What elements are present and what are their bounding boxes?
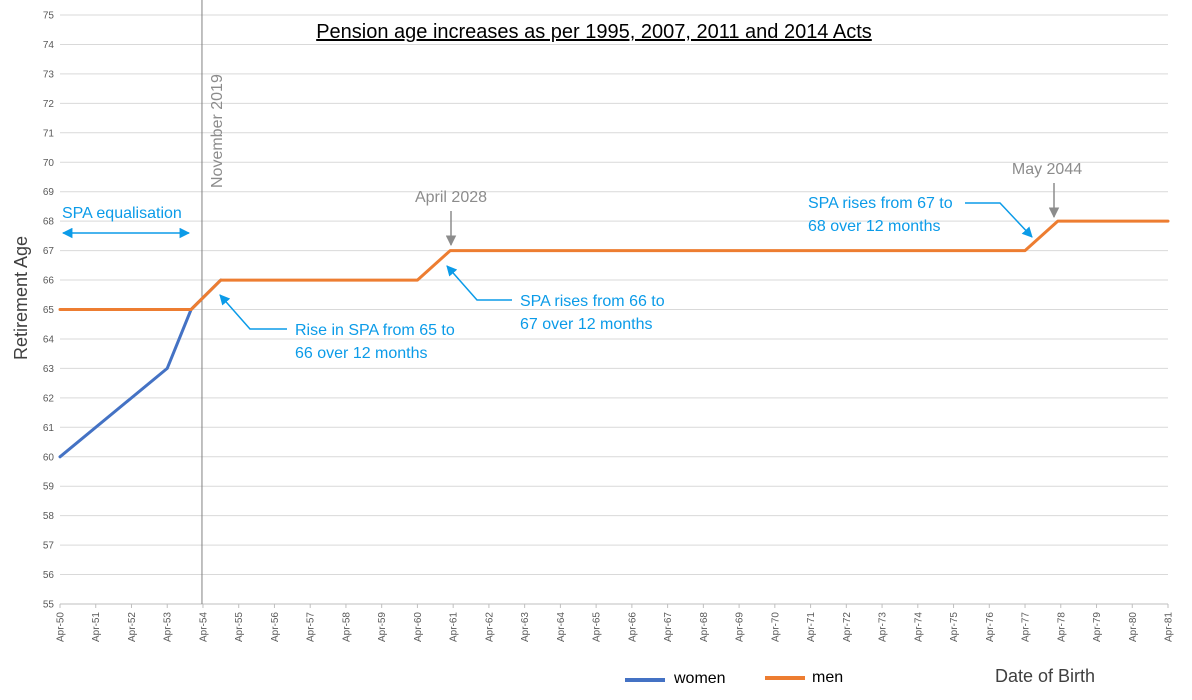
y-tick-label: 57 [43,541,55,552]
y-tick-label: 59 [43,482,55,493]
annotations: SPA equalisation Rise in SPA from 65 to 66… [61,161,1082,362]
x-tick-label: Apr-52 [127,612,138,642]
x-tick-label: Apr-53 [163,612,174,642]
annotation-text-rise-65-66: Rise in SPA from 65 to [295,322,455,339]
annotation-text-spa-eq: SPA equalisation [62,205,182,222]
y-tick-label: 61 [43,423,55,434]
x-tick-label: Apr-66 [627,612,638,642]
legend-label-men: men [812,669,843,686]
x-tick-label: Apr-56 [270,612,281,642]
x-tick-label: Apr-61 [449,612,460,642]
x-tick-label: Apr-64 [556,612,567,642]
legend-label-women: women [673,670,726,687]
y-tick-label: 72 [43,99,55,110]
y-tick-label: 65 [43,305,55,316]
y-tick-label: 75 [43,11,55,22]
x-tick-label: Apr-77 [1021,612,1032,642]
annotation-text-may-2044: May 2044 [1012,161,1082,178]
y-tick-label: 71 [43,128,55,139]
y-tick-label: 68 [43,217,55,228]
annotation-text-rise-66-67: SPA rises from 66 to [520,293,665,310]
x-tick-label: Apr-70 [770,612,781,642]
y-tick-label: 70 [43,158,55,169]
series-lines [58,219,1170,459]
x-tick-label: Apr-57 [306,612,317,642]
annotation-text-april-2028: April 2028 [415,189,487,206]
x-tick-label: Apr-65 [592,612,603,642]
x-axis-title: Date of Birth [995,666,1095,686]
rise-66-67-arrow [446,265,512,301]
x-tick-label: Apr-73 [878,612,889,642]
y-tick-label: 64 [43,334,55,345]
y-tick-label: 60 [43,452,55,463]
y-tick-label: 69 [43,187,55,198]
y-tick-label: 63 [43,364,55,375]
vertical-marker-label: November 2019 [209,74,226,188]
x-tick-label: Apr-69 [735,612,746,642]
y-tick-labels: 55 56 57 58 59 60 61 62 63 64 65 66 67 68 69 70 71 72 73 74… [43,11,55,611]
x-tick-label: Apr-74 [913,612,924,642]
x-tick-label: Apr-80 [1128,612,1139,642]
x-tick-label: Apr-58 [341,612,352,642]
y-tick-label: 66 [43,276,55,287]
chart-title: Pension age increases as per 1995, 2007,… [316,21,872,43]
x-tick-label: Apr-81 [1164,612,1175,642]
y-tick-label: 62 [43,393,55,404]
annotation-text-rise-65-66: 66 over 12 months [295,345,428,362]
x-tick-label: Apr-68 [699,612,710,642]
x-tick-label: Apr-60 [413,612,424,642]
legend: women men [625,669,843,687]
x-tick-label: Apr-76 [985,612,996,642]
vertical-markers: November 2019 [201,0,226,604]
x-tick-label: Apr-71 [806,612,817,642]
x-tick-label: Apr-79 [1092,612,1103,642]
x-tick-label: Apr-67 [663,612,674,642]
x-tick-label: Apr-72 [842,612,853,642]
y-tick-label: 55 [43,600,55,611]
y-tick-label: 56 [43,570,55,581]
x-tick-labels: Apr-50 Apr-51 Apr-52 Apr-53 Apr-54 Apr-55 Apr-… [56,604,1175,642]
y-tick-label: 73 [43,69,55,80]
x-tick-label: Apr-62 [484,612,495,642]
annotation-text-rise-67-68: 68 over 12 months [808,218,941,235]
rise-65-66-arrow [219,294,287,330]
annotation-text-rise-66-67: 67 over 12 months [520,316,653,333]
series-line-men [58,219,1170,311]
x-tick-label: Apr-51 [91,612,102,642]
y-tick-label: 67 [43,246,55,257]
y-tick-label: 74 [43,40,55,51]
x-tick-label: Apr-59 [377,612,388,642]
x-tick-label: Apr-50 [56,612,67,642]
x-tick-label: Apr-63 [520,612,531,642]
y-tick-label: 58 [43,511,55,522]
y-axis-title: Retirement Age [11,236,31,360]
x-tick-label: Apr-54 [198,612,209,642]
rise-67-68-arrow [965,202,1033,238]
x-tick-label: Apr-78 [1056,612,1067,642]
annotation-text-rise-67-68: SPA rises from 67 to [808,195,953,212]
x-tick-label: Apr-75 [949,612,960,642]
x-tick-label: Apr-55 [234,612,245,642]
